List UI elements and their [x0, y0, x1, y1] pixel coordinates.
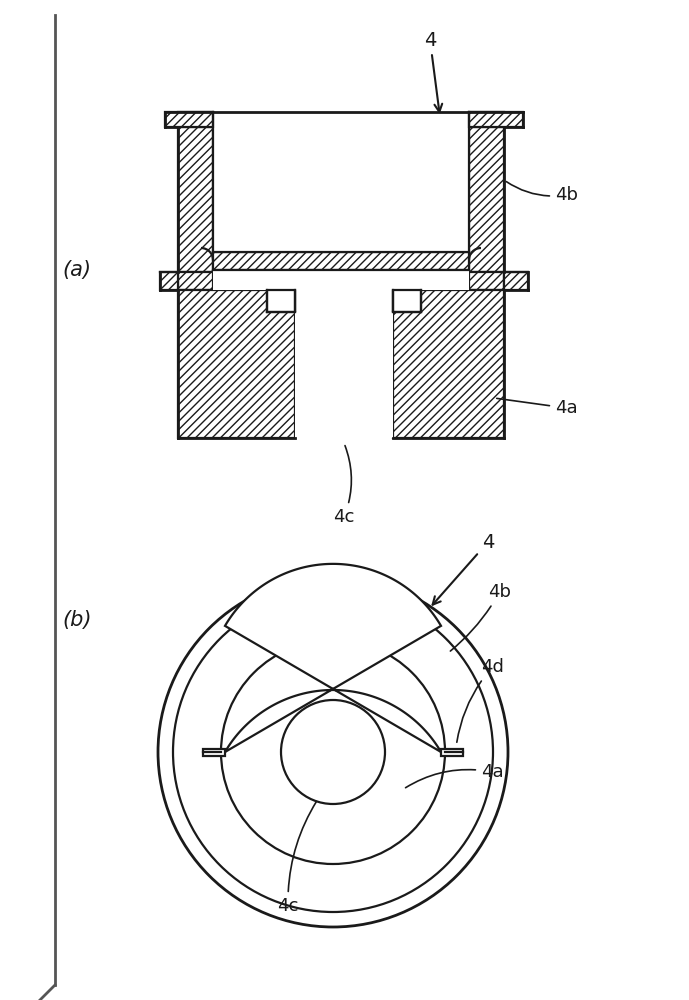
Polygon shape — [178, 290, 295, 438]
Polygon shape — [267, 290, 295, 312]
Text: 4a: 4a — [497, 398, 577, 417]
Polygon shape — [178, 112, 213, 127]
Circle shape — [158, 577, 508, 927]
Polygon shape — [213, 270, 469, 290]
Polygon shape — [225, 564, 441, 752]
Bar — [203, 748, 225, 756]
Polygon shape — [469, 112, 504, 127]
Text: 4: 4 — [433, 532, 494, 605]
Text: 4b: 4b — [451, 583, 511, 651]
Polygon shape — [178, 127, 213, 272]
Polygon shape — [469, 112, 523, 127]
Circle shape — [281, 700, 385, 804]
Circle shape — [221, 640, 445, 864]
Polygon shape — [393, 290, 504, 438]
Polygon shape — [165, 112, 213, 127]
Text: 4b: 4b — [506, 182, 578, 204]
Text: 4: 4 — [424, 30, 442, 112]
Text: (b): (b) — [62, 610, 92, 630]
Polygon shape — [469, 127, 504, 272]
Polygon shape — [469, 272, 504, 290]
Polygon shape — [213, 112, 469, 252]
Polygon shape — [504, 272, 528, 290]
Text: 4c: 4c — [277, 801, 316, 915]
Polygon shape — [295, 312, 393, 438]
Polygon shape — [178, 272, 213, 290]
Text: 4a: 4a — [406, 763, 504, 788]
Polygon shape — [213, 252, 469, 270]
Text: 4d: 4d — [457, 658, 504, 742]
Polygon shape — [160, 272, 178, 290]
Text: (a): (a) — [62, 260, 91, 280]
Circle shape — [173, 592, 493, 912]
Text: 4c: 4c — [333, 446, 355, 526]
Polygon shape — [393, 290, 421, 312]
Bar — [441, 748, 463, 756]
